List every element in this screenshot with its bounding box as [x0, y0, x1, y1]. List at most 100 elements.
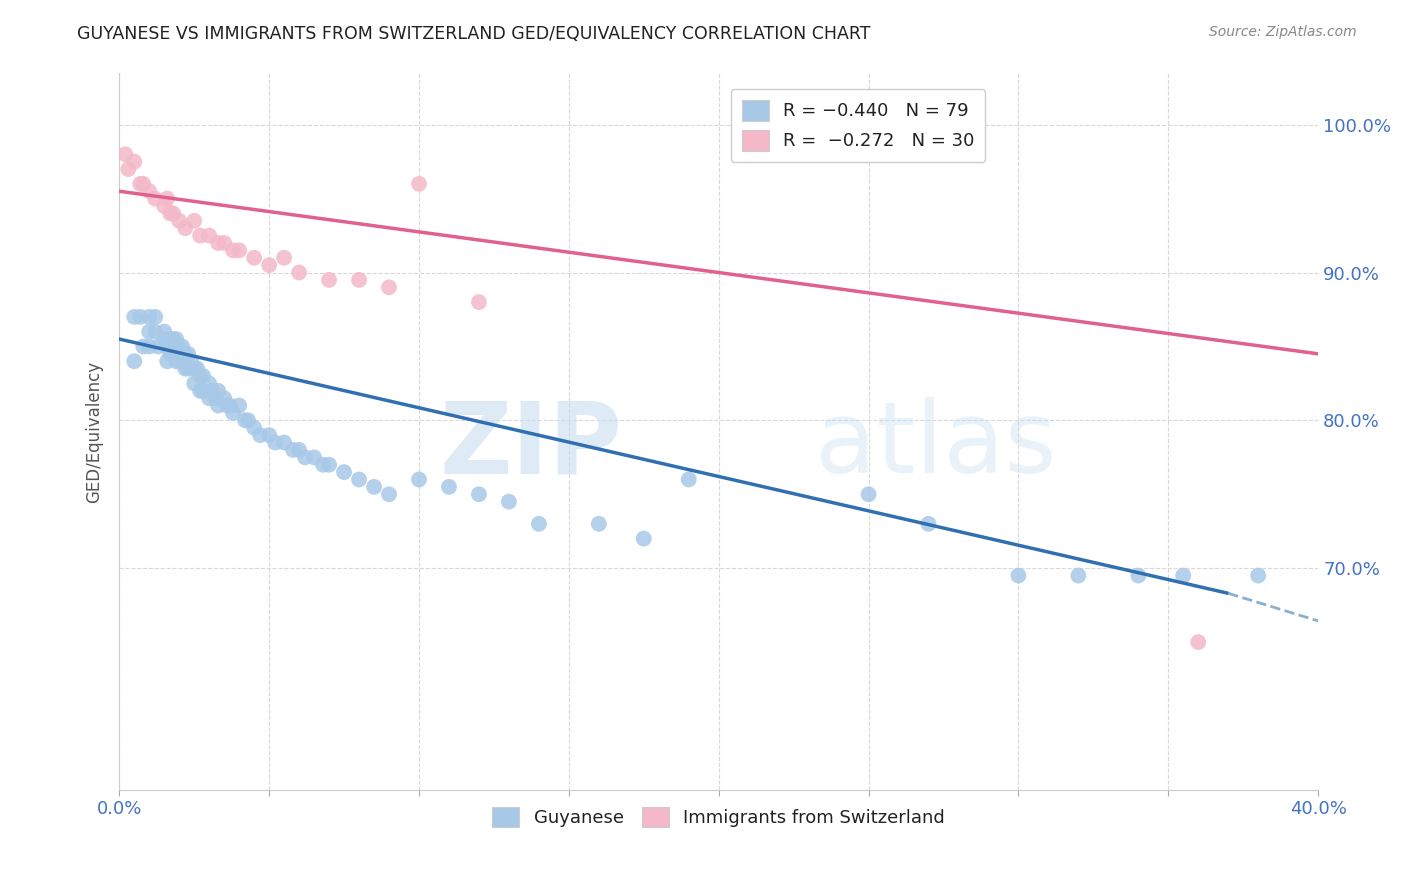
- Point: [172, 354, 194, 368]
- Point: [212, 235, 235, 250]
- Point: [678, 473, 700, 487]
- Point: [207, 384, 229, 398]
- Point: [222, 406, 245, 420]
- Point: [122, 154, 145, 169]
- Point: [228, 399, 250, 413]
- Point: [222, 244, 245, 258]
- Point: [264, 435, 287, 450]
- Point: [318, 458, 340, 472]
- Point: [193, 384, 215, 398]
- Legend: Guyanese, Immigrants from Switzerland: Guyanese, Immigrants from Switzerland: [485, 799, 952, 835]
- Point: [468, 295, 491, 310]
- Point: [1067, 568, 1090, 582]
- Point: [138, 310, 160, 324]
- Point: [858, 487, 880, 501]
- Point: [468, 487, 491, 501]
- Point: [198, 228, 221, 243]
- Point: [114, 147, 136, 161]
- Point: [347, 473, 370, 487]
- Point: [153, 332, 176, 346]
- Point: [378, 487, 401, 501]
- Point: [129, 177, 152, 191]
- Point: [138, 339, 160, 353]
- Point: [333, 465, 356, 479]
- Point: [162, 206, 184, 220]
- Point: [212, 391, 235, 405]
- Point: [188, 228, 211, 243]
- Text: GUYANESE VS IMMIGRANTS FROM SWITZERLAND GED/EQUIVALENCY CORRELATION CHART: GUYANESE VS IMMIGRANTS FROM SWITZERLAND …: [77, 25, 870, 43]
- Point: [156, 192, 179, 206]
- Point: [1247, 568, 1270, 582]
- Point: [633, 532, 655, 546]
- Point: [153, 199, 176, 213]
- Point: [183, 214, 205, 228]
- Point: [288, 266, 311, 280]
- Point: [172, 339, 194, 353]
- Point: [162, 347, 184, 361]
- Point: [228, 244, 250, 258]
- Point: [1007, 568, 1029, 582]
- Point: [1128, 568, 1150, 582]
- Point: [153, 325, 176, 339]
- Point: [408, 473, 430, 487]
- Point: [180, 354, 202, 368]
- Point: [186, 361, 208, 376]
- Point: [177, 347, 200, 361]
- Point: [588, 516, 610, 531]
- Point: [1173, 568, 1195, 582]
- Point: [527, 516, 550, 531]
- Point: [156, 339, 179, 353]
- Point: [294, 450, 316, 465]
- Point: [188, 384, 211, 398]
- Point: [437, 480, 460, 494]
- Point: [498, 494, 520, 508]
- Text: Source: ZipAtlas.com: Source: ZipAtlas.com: [1209, 25, 1357, 39]
- Point: [132, 177, 155, 191]
- Point: [122, 354, 145, 368]
- Point: [174, 221, 197, 235]
- Point: [233, 413, 256, 427]
- Point: [177, 361, 200, 376]
- Point: [273, 435, 295, 450]
- Point: [243, 251, 266, 265]
- Point: [117, 162, 139, 177]
- Point: [122, 310, 145, 324]
- Point: [132, 339, 155, 353]
- Y-axis label: GED/Equivalency: GED/Equivalency: [86, 360, 103, 502]
- Point: [167, 339, 190, 353]
- Point: [174, 361, 197, 376]
- Point: [156, 354, 179, 368]
- Point: [193, 369, 215, 384]
- Point: [188, 369, 211, 384]
- Point: [159, 332, 181, 346]
- Point: [257, 258, 280, 272]
- Point: [917, 516, 939, 531]
- Point: [198, 391, 221, 405]
- Point: [378, 280, 401, 294]
- Point: [143, 325, 166, 339]
- Point: [408, 177, 430, 191]
- Point: [165, 354, 187, 368]
- Point: [138, 325, 160, 339]
- Point: [138, 184, 160, 198]
- Point: [312, 458, 335, 472]
- Point: [249, 428, 271, 442]
- Point: [219, 399, 242, 413]
- Point: [204, 391, 226, 405]
- Point: [288, 442, 311, 457]
- Point: [1187, 635, 1209, 649]
- Point: [236, 413, 259, 427]
- Point: [302, 450, 325, 465]
- Point: [159, 347, 181, 361]
- Point: [167, 214, 190, 228]
- Point: [148, 339, 170, 353]
- Point: [347, 273, 370, 287]
- Text: atlas: atlas: [814, 397, 1056, 494]
- Point: [217, 399, 239, 413]
- Text: ZIP: ZIP: [440, 397, 623, 494]
- Point: [143, 192, 166, 206]
- Point: [257, 428, 280, 442]
- Point: [281, 442, 304, 457]
- Point: [201, 384, 224, 398]
- Point: [318, 273, 340, 287]
